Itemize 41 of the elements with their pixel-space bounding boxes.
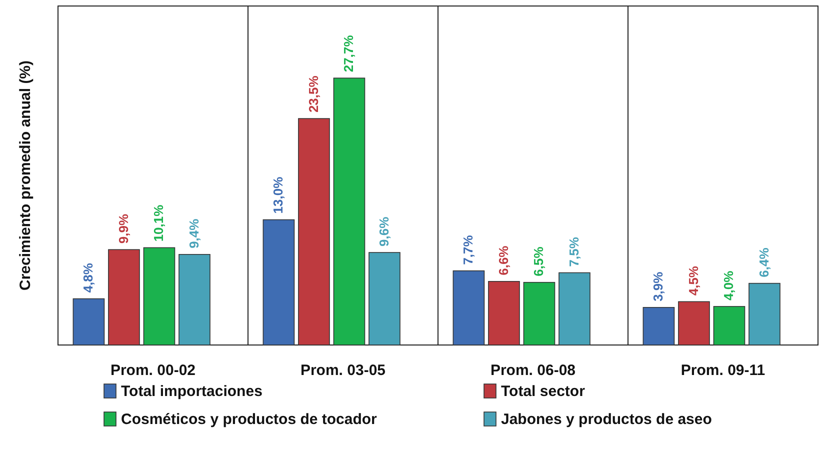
bar xyxy=(333,78,366,346)
bar xyxy=(452,270,485,346)
data-label: 7,7% xyxy=(460,234,476,265)
data-label: 3,9% xyxy=(650,271,666,302)
legend-label: Jabones y productos de aseo xyxy=(501,411,712,428)
data-label: 7,5% xyxy=(566,236,582,267)
bar xyxy=(298,118,330,346)
data-label: 9,4% xyxy=(186,218,202,248)
legend-label: Total sector xyxy=(501,383,586,400)
bar xyxy=(368,252,400,346)
x-tick-label: Prom. 06-08 xyxy=(490,362,576,379)
bar xyxy=(678,301,710,346)
bar xyxy=(108,249,140,346)
y-axis-title: Crecimiento promedio anual (%) xyxy=(17,60,34,291)
data-label: 6,6% xyxy=(496,245,511,276)
x-tick-label: Prom. 03-05 xyxy=(300,362,386,379)
x-tick-label: Prom. 00-02 xyxy=(110,362,196,379)
data-label: 6,4% xyxy=(756,247,772,278)
bar xyxy=(558,272,590,346)
bar xyxy=(488,281,520,346)
x-tick-label: Prom. 09-11 xyxy=(680,362,766,379)
data-label: 10,1% xyxy=(151,204,166,242)
data-label: 6,5% xyxy=(531,246,546,276)
bar xyxy=(262,219,295,346)
bar xyxy=(713,306,746,346)
data-label: 4,5% xyxy=(686,266,701,296)
bar xyxy=(642,307,675,346)
legend-label: Total importaciones xyxy=(121,383,262,400)
bar xyxy=(178,254,210,346)
data-label: 9,6% xyxy=(376,216,392,246)
data-label: 23,5% xyxy=(306,75,321,113)
bar xyxy=(143,247,176,346)
data-label: 27,7% xyxy=(341,34,356,72)
bar xyxy=(523,282,556,346)
bar xyxy=(748,282,780,346)
data-label: 4,0% xyxy=(721,270,736,300)
data-label: 9,9% xyxy=(116,214,131,244)
legend-label: Cosméticos y productos de tocador xyxy=(121,411,378,428)
data-label: 13,0% xyxy=(270,176,286,214)
bar xyxy=(72,298,105,346)
data-label: 4,8% xyxy=(80,262,96,293)
